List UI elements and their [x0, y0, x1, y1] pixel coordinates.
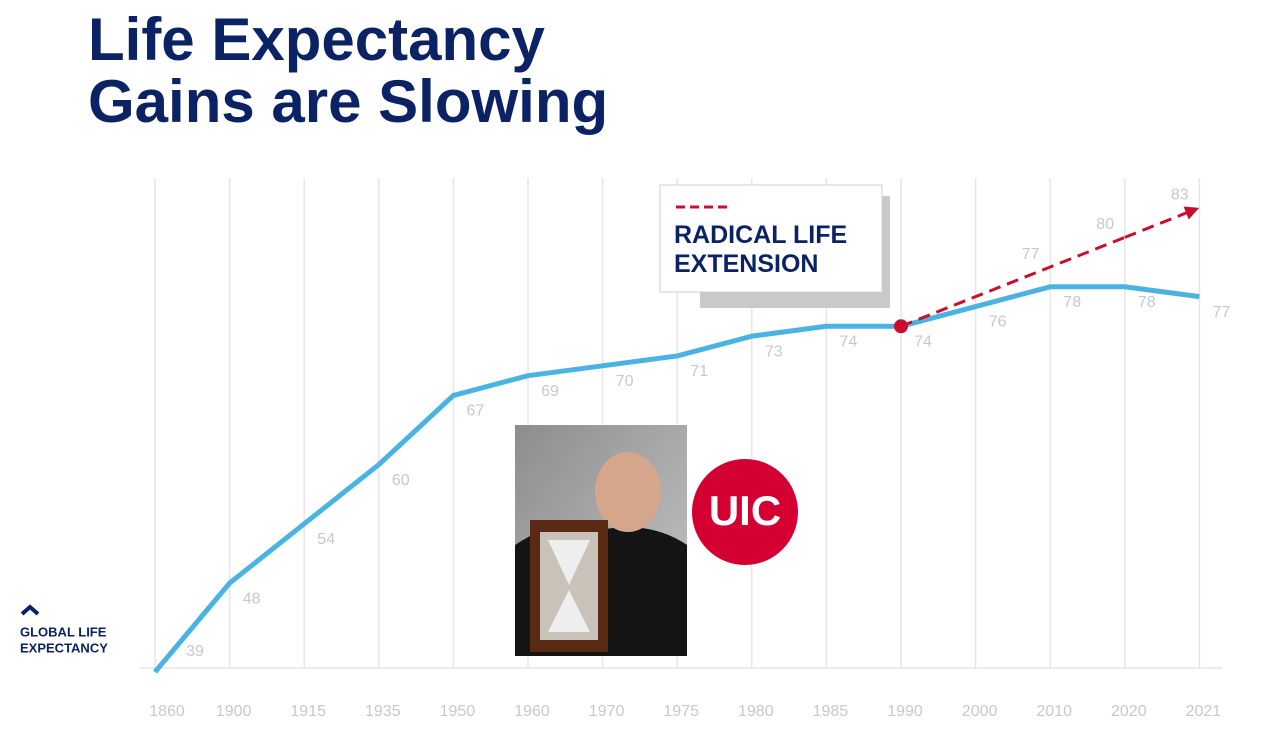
x-tick-label: 2010 [1036, 703, 1072, 720]
x-tick-label: 1950 [440, 703, 476, 720]
value-label: 74 [840, 334, 858, 351]
arrow-shaft [1124, 209, 1193, 239]
x-tick-label: 2000 [962, 703, 998, 720]
value-label: 39 [186, 643, 204, 660]
value-label: 67 [467, 403, 485, 420]
value-label: 60 [392, 472, 410, 489]
x-tick-label: 1990 [887, 703, 923, 720]
photo [515, 425, 687, 656]
value-label: 76 [989, 314, 1007, 331]
value-label: 48 [243, 590, 261, 607]
value-label: 77 [1022, 246, 1040, 263]
legend-label: RADICAL LIFE EXTENSION [674, 221, 847, 278]
value-label: 71 [690, 363, 708, 380]
value-label: 54 [317, 531, 335, 548]
arrow-head [1183, 206, 1200, 220]
start-dot [894, 319, 908, 334]
badge-text: UIC [709, 487, 781, 534]
value-label: 77 [1213, 304, 1231, 321]
value-label: 78 [1138, 294, 1156, 311]
value-label: 74 [914, 334, 932, 351]
legend [659, 184, 883, 293]
x-tick-label: 1970 [589, 703, 625, 720]
x-tick-label: 2021 [1186, 703, 1222, 720]
x-tick-label: 1860 [149, 703, 185, 720]
chart-title: Life Expectancy Gains are Slowing [88, 6, 608, 135]
x-tick-label: 1935 [365, 703, 401, 720]
x-tick-label: 1975 [663, 703, 699, 720]
x-tick-label: 1900 [216, 703, 252, 720]
x-tick-label: 1960 [514, 703, 550, 720]
logo-text: EXPECTANCY [20, 640, 108, 655]
value-label: 69 [541, 383, 559, 400]
value-label: 73 [765, 343, 783, 360]
x-tick-label: 2020 [1111, 703, 1147, 720]
value-label: 83 [1171, 187, 1189, 204]
x-tick-label: 1985 [813, 703, 849, 720]
logo-text: GLOBAL LIFE [20, 624, 107, 639]
value-label: 78 [1063, 294, 1081, 311]
value-label: 80 [1096, 216, 1114, 233]
series-line [900, 235, 1126, 328]
value-label: 70 [616, 373, 634, 390]
badge [692, 459, 798, 565]
x-tick-label: 1915 [290, 703, 326, 720]
x-tick-label: 1980 [738, 703, 774, 720]
series-line [153, 284, 1200, 674]
logo-icon [20, 604, 40, 616]
